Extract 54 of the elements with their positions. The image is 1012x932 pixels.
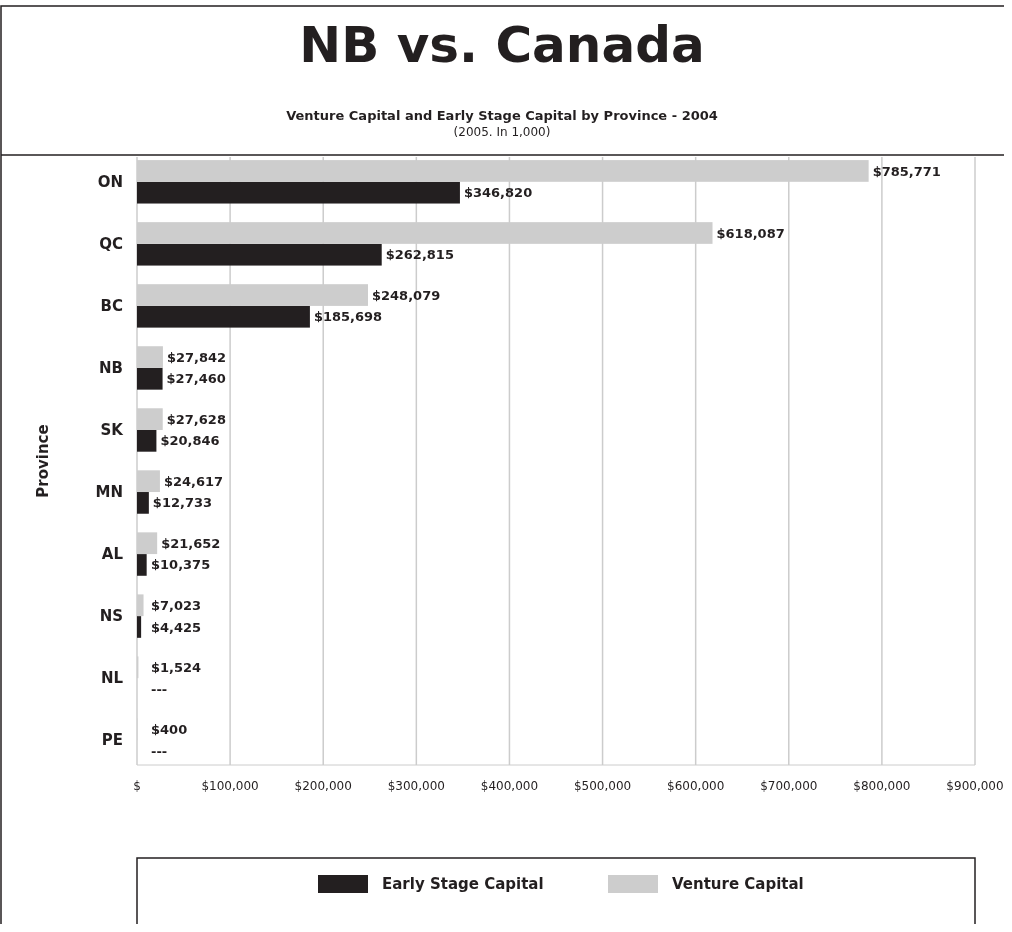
data-label: $10,375	[151, 557, 211, 573]
x-tick-label: $700,000	[760, 779, 818, 793]
bar	[137, 367, 163, 390]
y-tick-label: SK	[100, 421, 125, 440]
x-tick-label: $200,000	[294, 779, 352, 793]
data-label: $27,628	[166, 411, 226, 427]
text: (2005. In 1,000)	[453, 125, 551, 139]
data-label: $24,617	[163, 473, 224, 489]
y-tick-label: ON	[97, 173, 123, 192]
bar	[137, 243, 382, 266]
data-label: $7,023	[151, 597, 202, 613]
data-label: $262,815	[385, 247, 454, 263]
data-label: $12,733	[152, 495, 213, 511]
bar	[137, 492, 149, 514]
y-axis-title: Province	[34, 424, 52, 498]
y-tick-label: QC	[99, 235, 123, 254]
x-tick-label: $300,000	[387, 779, 445, 793]
data-label: $27,842	[166, 349, 227, 365]
x-tick-label: $400,000	[480, 779, 539, 793]
text: ---	[151, 743, 168, 759]
x-tick-label: $	[133, 779, 141, 793]
legend-label: Early Stage Capital	[382, 875, 544, 894]
bar	[137, 181, 460, 204]
y-tick-label: MN	[95, 483, 123, 502]
data-label: $185,698	[313, 309, 383, 325]
x-tick-label: $600,000	[667, 779, 725, 793]
data-label: $785,771	[872, 163, 941, 179]
data-label: $1,524	[151, 659, 202, 675]
x-tick-label: $100,000	[201, 779, 259, 793]
chart-subtitle: Venture Capital and Early Stage Capital by Province - 2004	[286, 108, 718, 123]
bar	[137, 554, 147, 576]
y-tick-label: NL	[100, 669, 124, 688]
y-tick-label: PE	[101, 731, 123, 750]
chart-title: NB vs. Canada	[299, 16, 705, 74]
x-tick-label: $900,000	[946, 779, 1004, 793]
data-label: $346,820	[463, 185, 533, 201]
x-tick-label: $500,000	[573, 779, 632, 793]
y-tick-label: NB	[99, 359, 123, 378]
data-label: $618,087	[716, 225, 785, 241]
data-label: $4,425	[151, 619, 202, 635]
data-label: $27,460	[166, 371, 226, 387]
bar	[137, 616, 142, 638]
y-tick-label: AL	[101, 545, 124, 564]
y-tick-label: NS	[99, 607, 123, 626]
x-tick-label: $800,000	[853, 779, 911, 793]
data-label: $248,079	[371, 287, 441, 303]
data-label: $20,846	[160, 433, 220, 449]
bar	[137, 429, 157, 452]
data-label: $400	[151, 721, 188, 737]
data-label: $21,652	[161, 535, 221, 551]
y-tick-label: BC	[100, 297, 123, 316]
bar	[137, 305, 310, 328]
legend-label: Venture Capital	[672, 875, 804, 894]
text: ---	[151, 681, 168, 697]
